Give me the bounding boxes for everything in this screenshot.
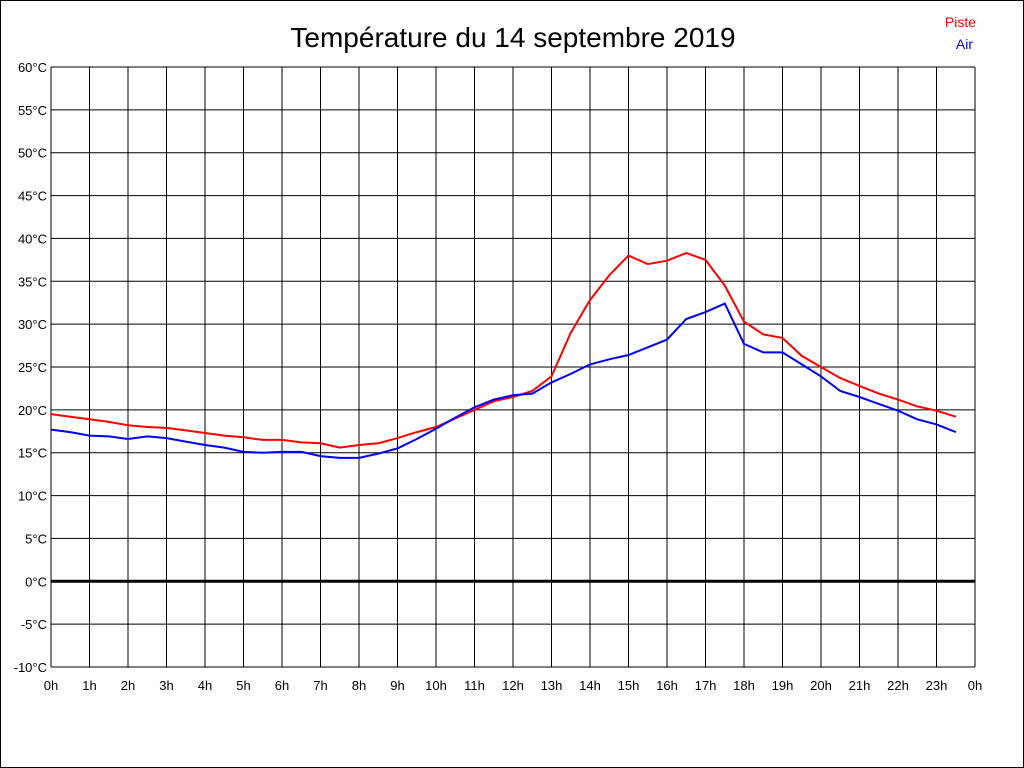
y-tick-label: 50°C: [18, 146, 47, 161]
y-tick-label: -5°C: [21, 617, 47, 632]
x-tick-label: 0h: [968, 678, 982, 693]
x-tick-label: 2h: [121, 678, 135, 693]
y-tick-label: 40°C: [18, 231, 47, 246]
y-tick-label: 25°C: [18, 360, 47, 375]
legend-air: Air: [956, 36, 973, 52]
y-tick-label: 55°C: [18, 103, 47, 118]
x-tick-label: 7h: [313, 678, 327, 693]
x-tick-label: 1h: [82, 678, 96, 693]
x-tick-label: 21h: [849, 678, 871, 693]
x-tick-label: 18h: [733, 678, 755, 693]
x-tick-label: 8h: [352, 678, 366, 693]
x-tick-label: 23h: [926, 678, 948, 693]
x-tick-label: 3h: [159, 678, 173, 693]
x-tick-label: 19h: [772, 678, 794, 693]
x-tick-label: 14h: [579, 678, 601, 693]
x-tick-label: 11h: [464, 678, 485, 693]
x-tick-label: 4h: [198, 678, 212, 693]
x-tick-label: 15h: [618, 678, 640, 693]
x-tick-label: 5h: [236, 678, 250, 693]
chart-title: Température du 14 septembre 2019: [290, 22, 735, 53]
x-tick-label: 6h: [275, 678, 289, 693]
x-tick-label: 12h: [502, 678, 524, 693]
series-line-piste: [50, 251, 957, 449]
y-tick-label: 45°C: [18, 189, 47, 204]
x-tick-label: 20h: [810, 678, 832, 693]
y-tick-label: 60°C: [18, 60, 47, 75]
y-tick-label: 15°C: [18, 446, 47, 461]
series-line-air: [50, 302, 957, 459]
x-tick-label: 10h: [425, 678, 447, 693]
y-tick-label: -10°C: [14, 660, 47, 675]
y-tick-label: 10°C: [18, 489, 47, 504]
x-tick-label: 17h: [695, 678, 717, 693]
legend-piste: Piste: [945, 14, 976, 30]
x-tick-label: 22h: [887, 678, 909, 693]
x-tick-label: 13h: [541, 678, 563, 693]
x-tick-label: 0h: [44, 678, 58, 693]
y-tick-label: 35°C: [18, 274, 47, 289]
y-tick-label: 20°C: [18, 403, 47, 418]
x-tick-label: 16h: [656, 678, 678, 693]
y-tick-label: 5°C: [25, 531, 47, 546]
y-tick-label: 30°C: [18, 317, 47, 332]
y-tick-label: 0°C: [25, 574, 47, 589]
x-tick-label: 9h: [390, 678, 404, 693]
